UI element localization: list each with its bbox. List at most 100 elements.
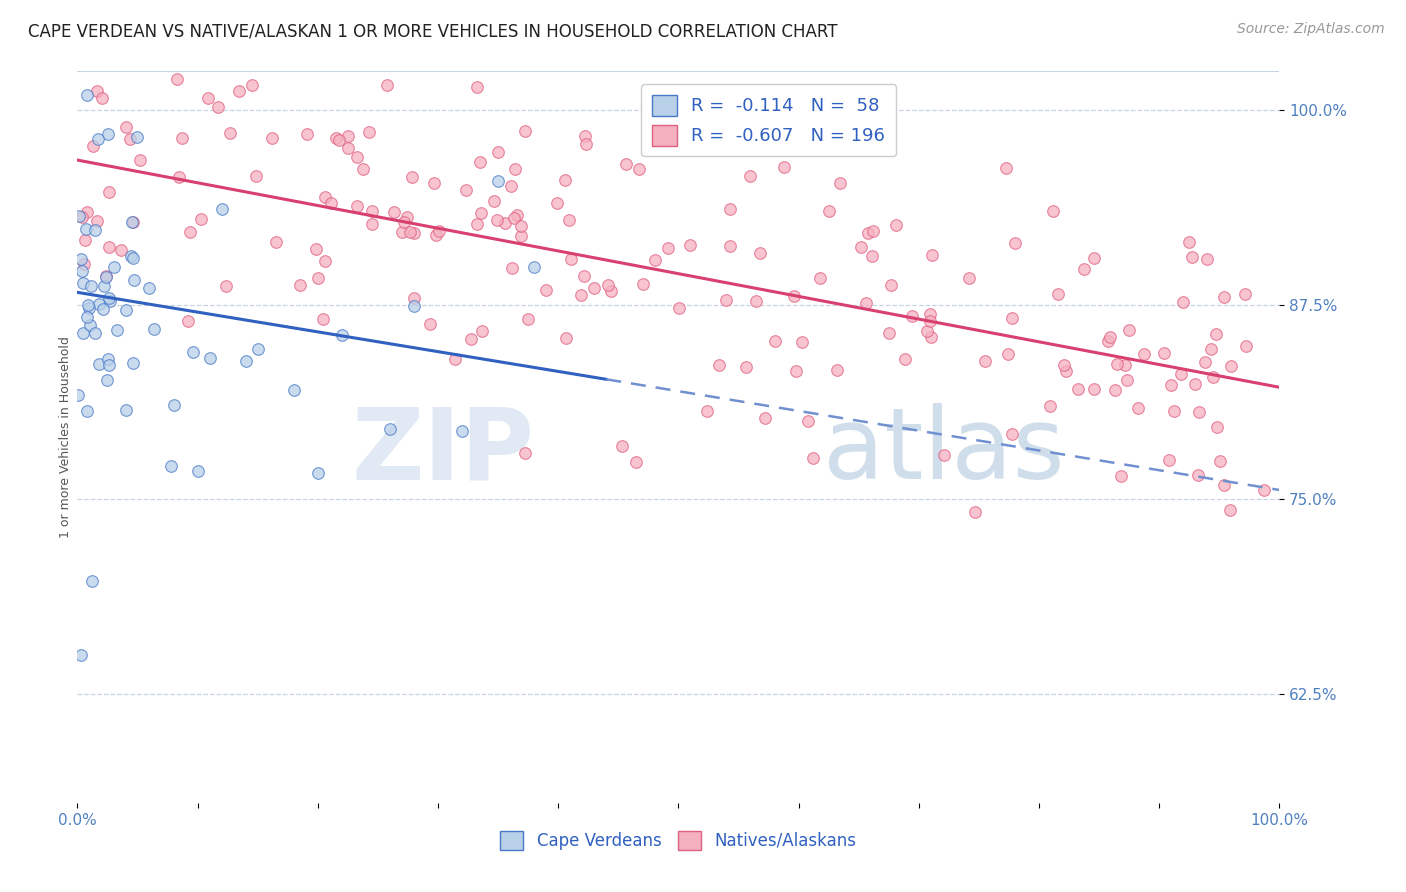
Point [957, 271, 980, 285]
Point [314, 254, 336, 268]
Point [1073, 262, 1095, 277]
Point [1104, 383, 1126, 397]
Point [707, 358, 730, 372]
Point [808, 270, 831, 285]
Point [110, 243, 132, 257]
Point [1188, 405, 1211, 419]
Point [246, 343, 269, 357]
Point [862, 224, 884, 238]
Point [796, 413, 818, 427]
Point [486, 174, 509, 188]
Point [465, 80, 488, 95]
Point [1206, 420, 1229, 434]
Point [382, 204, 405, 219]
Point [1253, 483, 1275, 498]
Point [484, 194, 506, 208]
Point [375, 78, 398, 93]
Point [325, 131, 347, 145]
Point [169, 169, 191, 184]
Point [305, 242, 328, 256]
Text: CAPE VERDEAN VS NATIVE/ALASKAN 1 OR MORE VEHICLES IN HOUSEHOLD CORRELATION CHART: CAPE VERDEAN VS NATIVE/ALASKAN 1 OR MORE… [28, 22, 838, 40]
Point [337, 128, 360, 143]
Point [740, 169, 762, 183]
Point [572, 268, 595, 283]
Point [818, 203, 841, 218]
Point [70, 263, 93, 277]
Point [503, 211, 526, 226]
Point [401, 170, 423, 185]
Point [70, 648, 93, 662]
Point [177, 314, 200, 328]
Point [1170, 367, 1192, 381]
Point [264, 235, 287, 249]
Point [186, 464, 209, 478]
Point [783, 289, 806, 303]
Point [1004, 236, 1026, 251]
Point [89, 358, 111, 372]
Point [557, 213, 579, 227]
Point [471, 324, 494, 338]
Point [166, 72, 188, 87]
Point [1184, 376, 1206, 391]
Point [93, 279, 115, 293]
Point [307, 466, 329, 480]
Point [485, 212, 508, 227]
Point [574, 129, 596, 144]
Point [122, 251, 145, 265]
Point [235, 353, 257, 368]
Point [734, 360, 756, 375]
Point [76, 87, 98, 102]
Point [610, 438, 633, 452]
Point [312, 311, 335, 326]
Point [215, 279, 238, 293]
Point [460, 332, 482, 346]
Point [86, 84, 108, 98]
Point [378, 422, 401, 436]
Point [626, 455, 648, 469]
Point [830, 176, 852, 190]
Point [96, 373, 118, 387]
Point [801, 450, 824, 465]
Point [346, 199, 368, 213]
Point [84, 326, 107, 341]
Point [240, 78, 263, 92]
Point [494, 216, 516, 230]
Point [917, 324, 939, 338]
Point [319, 195, 342, 210]
Point [1234, 339, 1257, 353]
Point [506, 208, 529, 222]
Point [1047, 287, 1070, 301]
Point [288, 278, 311, 293]
Point [97, 185, 120, 199]
Point [91, 301, 114, 316]
Point [614, 157, 637, 171]
Point [77, 298, 100, 312]
Point [894, 352, 917, 367]
Point [1042, 204, 1064, 219]
Point [98, 240, 121, 254]
Point [517, 311, 540, 326]
Point [454, 183, 477, 197]
Point [1115, 373, 1137, 387]
Point [76, 310, 98, 324]
Point [648, 119, 671, 133]
Point [880, 278, 903, 293]
Point [80, 574, 103, 589]
Point [575, 136, 598, 151]
Point [87, 132, 110, 146]
Point [749, 246, 772, 260]
Point [96, 268, 118, 283]
Point [997, 346, 1019, 360]
Point [70, 210, 93, 224]
Point [181, 344, 204, 359]
Point [89, 297, 111, 311]
Point [1219, 359, 1241, 373]
Point [114, 403, 136, 417]
Point [97, 351, 120, 366]
Point [856, 226, 879, 240]
Point [122, 272, 145, 286]
Point [657, 241, 679, 255]
Point [76, 404, 98, 418]
Point [554, 173, 576, 187]
Point [179, 225, 201, 239]
